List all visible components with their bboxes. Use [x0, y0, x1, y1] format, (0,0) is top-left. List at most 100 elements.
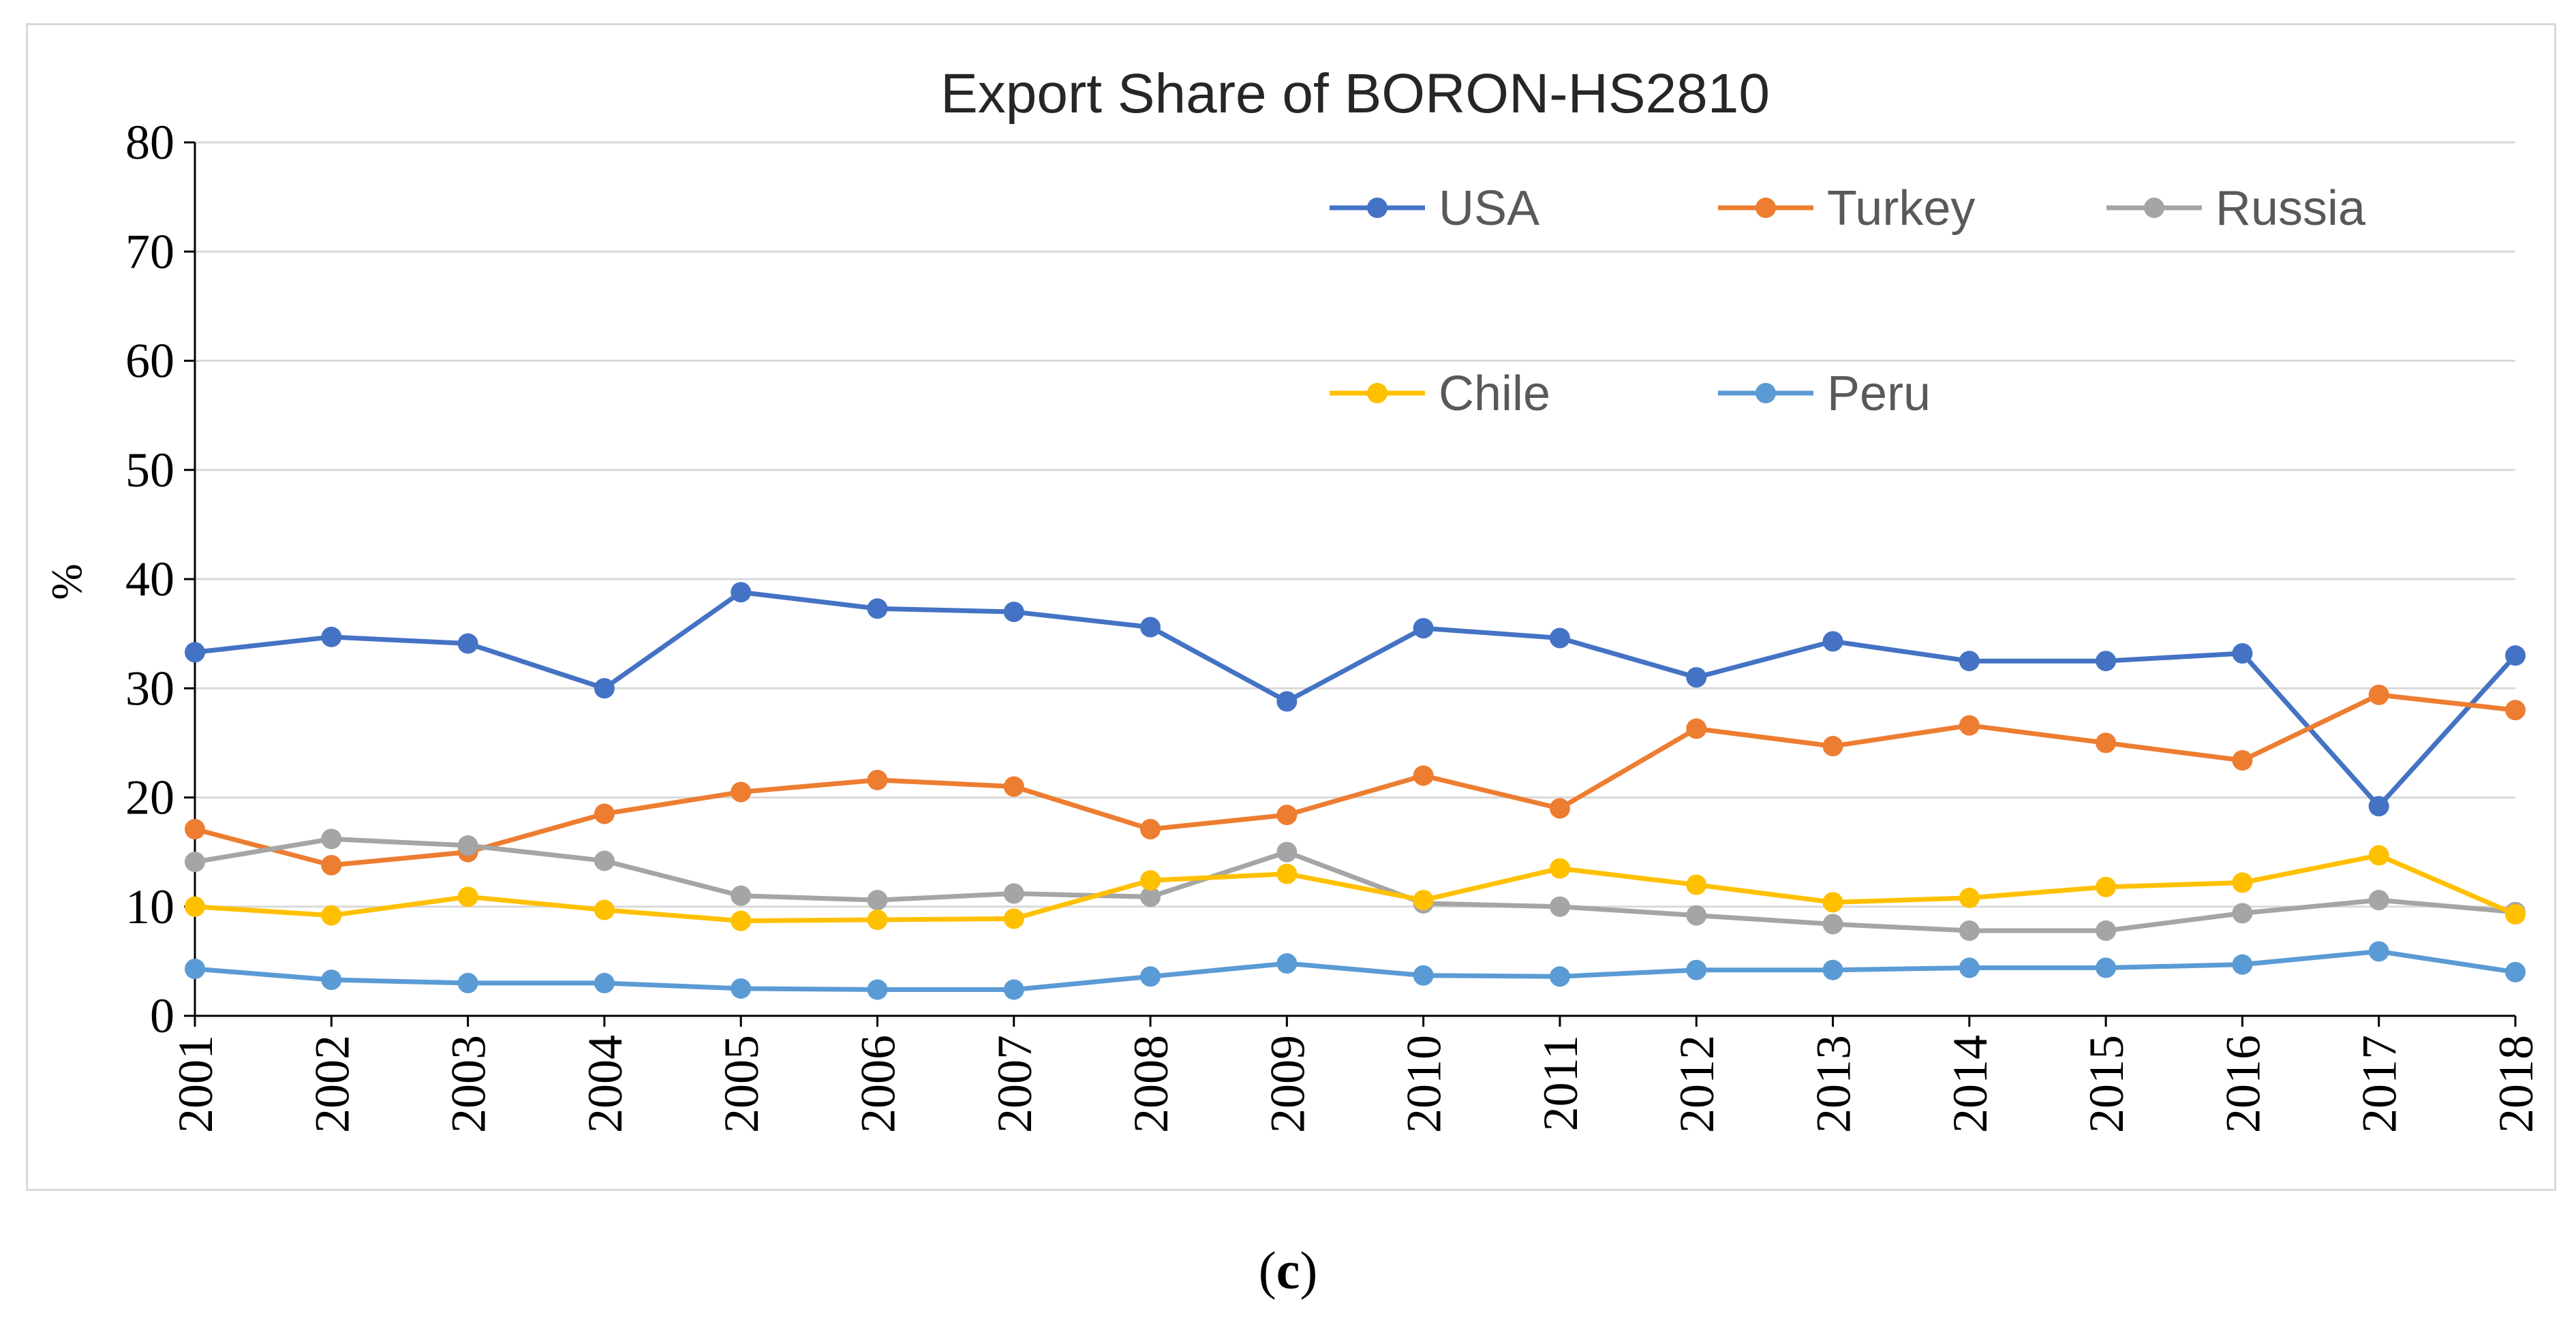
point-russia-2001: [185, 852, 205, 873]
point-peru-2015: [2096, 957, 2117, 978]
caption-close: ): [1300, 1241, 1318, 1300]
point-peru-2018: [2505, 961, 2526, 982]
caption-letter: c: [1276, 1241, 1300, 1300]
point-turkey-2011: [1549, 798, 1570, 819]
point-chile-2017: [2368, 845, 2389, 866]
y-tick-label-0: 0: [150, 989, 174, 1043]
point-peru-2010: [1413, 965, 1434, 986]
x-tick-label-2009: 2009: [1260, 1035, 1315, 1133]
legend-label: USA: [1439, 181, 1539, 236]
y-axis-label: %: [42, 563, 91, 600]
point-turkey-2012: [1686, 718, 1707, 739]
point-turkey-2018: [2505, 700, 2526, 721]
point-turkey-2013: [1822, 736, 1843, 757]
series-line-chile: [194, 852, 2517, 924]
point-usa-2010: [1413, 618, 1434, 639]
figure-caption: (c): [0, 1240, 2576, 1301]
point-usa-2007: [1003, 602, 1024, 623]
point-peru-2017: [2368, 941, 2389, 962]
point-turkey-2015: [2096, 732, 2117, 754]
y-tick-labels: 0 10 20 30 40 50 60 70 80: [125, 115, 174, 1043]
y-tick-label-80: 80: [125, 115, 174, 170]
point-usa-2018: [2505, 645, 2526, 666]
x-tick-label-2011: 2011: [1533, 1035, 1588, 1131]
x-tick-label-2002: 2002: [305, 1035, 359, 1133]
legend-label: Peru: [1827, 367, 1931, 421]
y-tick-label-60: 60: [125, 334, 174, 388]
point-russia-2003: [457, 835, 478, 856]
point-peru-2013: [1822, 959, 1843, 980]
legend-label: Chile: [1439, 367, 1550, 421]
legend-item-peru: Peru: [1718, 367, 1931, 421]
point-peru-2014: [1959, 957, 1980, 978]
y-tick-label-20: 20: [125, 771, 174, 825]
point-peru-2003: [457, 972, 478, 993]
point-peru-2008: [1140, 966, 1161, 987]
x-tick-label-2004: 2004: [578, 1035, 632, 1133]
gridlines: [195, 141, 2515, 908]
point-peru-2001: [185, 959, 205, 980]
point-turkey-2016: [2232, 750, 2253, 771]
point-chile-2008: [1140, 870, 1161, 891]
point-chile-2001: [185, 896, 205, 917]
y-tick-label-10: 10: [125, 880, 174, 934]
series-line-usa: [194, 589, 2517, 809]
legend-item-russia: Russia: [2106, 181, 2366, 236]
point-usa-2004: [594, 678, 615, 699]
series-chile: [185, 845, 2526, 931]
point-russia-2007: [1003, 883, 1024, 904]
point-chile-2007: [1003, 908, 1024, 929]
point-russia-2015: [2096, 920, 2117, 942]
legend-label: Russia: [2215, 181, 2366, 236]
point-peru-2016: [2232, 954, 2253, 975]
point-russia-2013: [1822, 914, 1843, 935]
x-tick-label-2010: 2010: [1397, 1035, 1452, 1133]
point-turkey-2010: [1413, 765, 1434, 786]
point-turkey-2014: [1959, 715, 1980, 736]
point-turkey-2008: [1140, 818, 1161, 839]
x-tick-label-2013: 2013: [1807, 1035, 1861, 1133]
y-tick-label-70: 70: [125, 224, 174, 279]
series-lines: [185, 582, 2526, 1000]
point-russia-2002: [321, 828, 342, 850]
point-usa-2013: [1822, 631, 1843, 652]
point-chile-2003: [457, 886, 478, 908]
point-turkey-2001: [185, 818, 205, 839]
point-peru-2007: [1003, 979, 1024, 1000]
point-turkey-2017: [2368, 684, 2389, 705]
point-peru-2004: [594, 972, 615, 993]
caption-open: (: [1258, 1241, 1276, 1300]
point-chile-2018: [2505, 903, 2526, 925]
x-tick-label-2005: 2005: [714, 1035, 769, 1133]
point-chile-2012: [1686, 874, 1707, 895]
point-russia-2006: [867, 890, 888, 911]
point-chile-2002: [321, 905, 342, 926]
legend-swatch-marker: [1367, 198, 1387, 218]
point-usa-2006: [867, 598, 888, 619]
axes: [184, 141, 2517, 1027]
point-russia-2014: [1959, 920, 1980, 942]
point-peru-2005: [731, 978, 752, 999]
legend-item-turkey: Turkey: [1718, 181, 1975, 236]
legend-swatch-marker: [2144, 198, 2164, 218]
point-peru-2002: [321, 970, 342, 991]
point-russia-2009: [1276, 841, 1298, 863]
point-usa-2001: [185, 642, 205, 663]
x-tick-label-2008: 2008: [1124, 1035, 1178, 1133]
point-usa-2017: [2368, 796, 2389, 817]
x-tick-label-2007: 2007: [987, 1035, 1042, 1133]
point-chile-2004: [594, 899, 615, 920]
series-usa: [185, 582, 2526, 817]
point-chile-2013: [1822, 892, 1843, 913]
point-turkey-2002: [321, 854, 342, 875]
point-peru-2011: [1549, 966, 1570, 987]
point-usa-2008: [1140, 617, 1161, 638]
point-chile-2016: [2232, 872, 2253, 893]
point-turkey-2006: [867, 769, 888, 790]
point-russia-2004: [594, 850, 615, 871]
x-tick-label-2006: 2006: [850, 1035, 905, 1133]
series-line-russia: [194, 836, 2516, 933]
point-usa-2009: [1276, 691, 1298, 712]
legend-item-usa: USA: [1330, 181, 1539, 236]
